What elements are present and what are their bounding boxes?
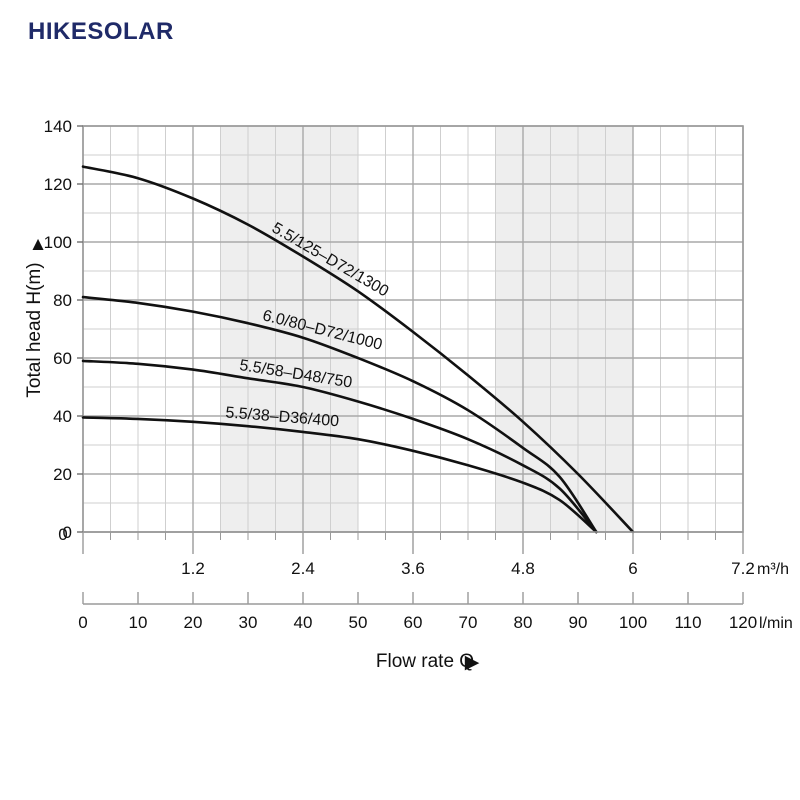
y-tick-label: 60: [53, 349, 72, 368]
x-axis-secondary-unit: l/min: [759, 615, 793, 632]
curve-3: [81, 416, 598, 534]
x-axis-title: Flow rate Q: [376, 651, 474, 672]
x-tick-label-secondary: 10: [129, 613, 148, 632]
x-tick-label-secondary: 50: [349, 613, 368, 632]
x-tick-label-secondary: 90: [569, 613, 588, 632]
y-axis-title: Total head H(m): [24, 262, 45, 397]
y-tick-label: 140: [44, 117, 72, 136]
x-tick-label-secondary: 20: [184, 613, 203, 632]
x-tick-label-primary: 7.2: [731, 559, 755, 578]
x-tick-label-primary: 6: [628, 559, 637, 578]
x-axis-secondary-lmin: 0 10 20 30 40 50 60 70 80 90 100 110 120 l/min: [78, 592, 793, 632]
y-tick-label: 20: [53, 465, 72, 484]
x-axis-zero-label: 0: [58, 525, 67, 544]
x-tick-label-secondary: 120: [729, 613, 757, 632]
brand-logo: HIKESOLAR: [28, 18, 174, 45]
y-tick-label: 120: [44, 175, 72, 194]
performance-curves: [81, 165, 635, 534]
x-tick-label-secondary: 0: [78, 613, 87, 632]
x-tick-label-primary: 4.8: [511, 559, 535, 578]
x-tick-label-secondary: 60: [404, 613, 423, 632]
x-tick-label-secondary: 70: [459, 613, 478, 632]
x-tick-label-secondary: 80: [514, 613, 533, 632]
x-axis-primary-m3h: 1.2 2.4 3.6 4.8 6 7.2 m³/h: [82, 531, 789, 578]
x-axis-arrow-icon: ▶: [465, 652, 480, 673]
curve-2: [81, 359, 598, 534]
x-tick-label-secondary: 100: [619, 613, 647, 632]
y-axis: 0 20 40 60 80 100 120 140: [44, 117, 83, 542]
y-tick-label: 80: [53, 291, 72, 310]
x-tick-label-secondary: 30: [239, 613, 258, 632]
x-tick-label-secondary: 40: [294, 613, 313, 632]
x-axis-primary-unit: m³/h: [757, 561, 789, 578]
y-tick-label: 0: [63, 523, 72, 542]
x-tick-label-primary: 1.2: [181, 559, 205, 578]
y-axis-arrow-icon: ▲: [29, 234, 48, 255]
y-tick-label: 40: [53, 407, 72, 426]
curve-1: [81, 295, 598, 534]
x-tick-label-primary: 3.6: [401, 559, 425, 578]
x-tick-label-primary: 2.4: [291, 559, 315, 578]
curve-0: [81, 165, 635, 534]
x-tick-label-secondary: 110: [674, 613, 701, 632]
y-tick-label: 100: [44, 233, 72, 252]
